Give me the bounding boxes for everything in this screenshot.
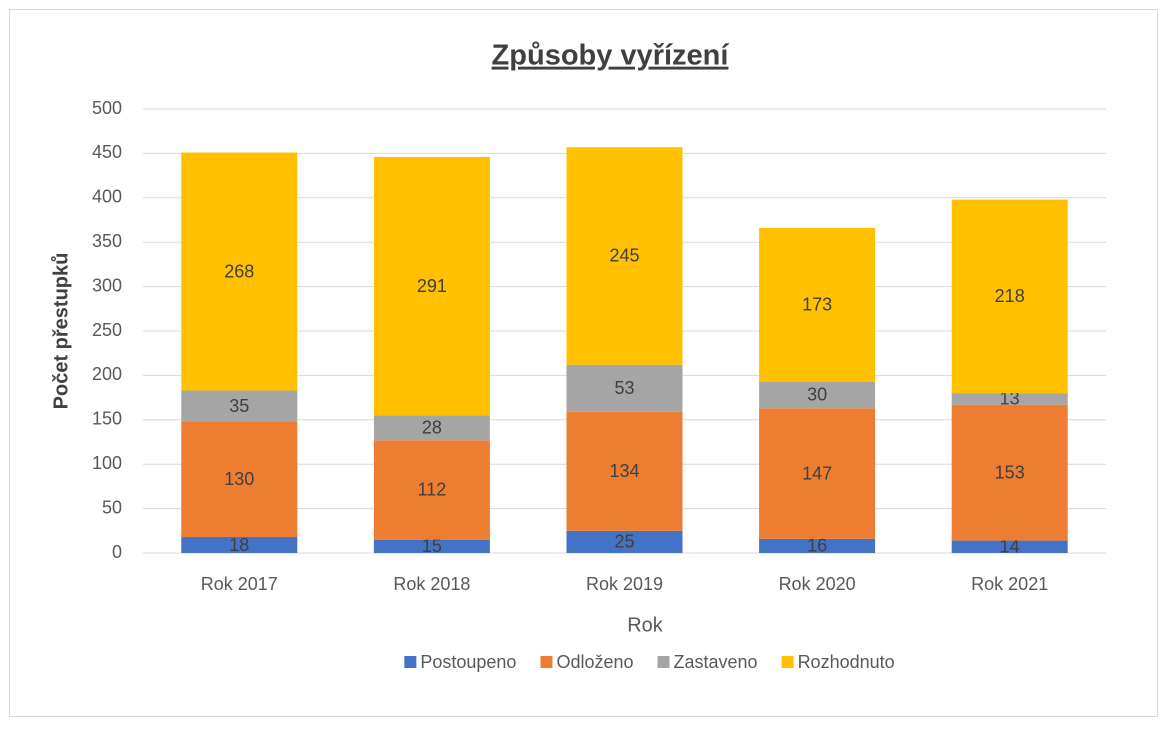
data-label: 53 — [614, 378, 634, 398]
y-axis-label: Počet přestupků — [50, 253, 72, 410]
data-label: 112 — [418, 480, 447, 500]
x-tick-label: Rok 2020 — [779, 574, 856, 594]
data-label: 245 — [609, 246, 639, 266]
legend-swatch — [404, 656, 417, 668]
bar-segment — [951, 404, 1068, 541]
bar-segment — [566, 530, 683, 553]
bar-segment — [759, 381, 876, 409]
y-tick-label: 400 — [92, 187, 122, 207]
data-label: 218 — [995, 286, 1025, 306]
x-tick-label: Rok 2019 — [586, 574, 663, 594]
bar-segment — [566, 147, 683, 365]
x-axis-label: Rok — [627, 614, 664, 636]
y-tick-label: 150 — [92, 409, 122, 429]
y-tick-label: 500 — [92, 98, 122, 118]
legend-label: Zastaveno — [674, 652, 758, 672]
data-label: 268 — [224, 261, 254, 281]
bar-segment — [951, 540, 1068, 553]
bar-segment — [373, 440, 490, 540]
bar-segment — [373, 539, 490, 553]
data-label: 14 — [1000, 537, 1020, 557]
legend-label: Rozhodnuto — [798, 652, 895, 672]
x-tick-label: Rok 2018 — [393, 574, 470, 594]
bar-segment — [181, 537, 298, 553]
data-label: 130 — [224, 469, 254, 489]
data-label: 30 — [807, 385, 827, 405]
bar-segment — [566, 411, 683, 531]
legend-label: Postoupeno — [420, 652, 516, 672]
y-tick-label: 200 — [92, 364, 122, 384]
bar-segment — [373, 415, 490, 441]
data-label: 25 — [614, 532, 634, 552]
legend-swatch — [657, 656, 670, 668]
data-label: 153 — [995, 462, 1025, 482]
bar-segment — [373, 156, 490, 416]
y-tick-label: 100 — [92, 453, 122, 473]
data-label: 28 — [422, 418, 442, 438]
bar-segment — [181, 421, 298, 538]
y-tick-label: 250 — [92, 320, 122, 340]
data-label: 16 — [807, 536, 827, 556]
y-tick-label: 300 — [92, 275, 122, 295]
x-tick-label: Rok 2021 — [971, 574, 1048, 594]
bar-segment — [951, 393, 1068, 405]
data-label: 147 — [802, 463, 832, 483]
data-label: 291 — [417, 276, 447, 296]
data-label: 15 — [422, 536, 442, 556]
data-label: 13 — [1000, 389, 1020, 409]
y-tick-label: 0 — [112, 542, 122, 562]
y-tick-label: 450 — [92, 142, 122, 162]
x-tick-label: Rok 2017 — [201, 574, 278, 594]
legend-swatch — [781, 656, 794, 668]
bar-segment — [759, 227, 876, 382]
bar-segment — [181, 390, 298, 422]
chart-title: Způsoby vyřízení — [492, 40, 730, 72]
data-label: 173 — [802, 295, 832, 315]
bar-segment — [951, 199, 1068, 394]
data-label: 18 — [229, 535, 249, 555]
y-tick-label: 50 — [102, 497, 122, 517]
y-tick-label: 350 — [92, 231, 122, 251]
bar-segment — [759, 538, 876, 553]
legend-label: Odloženo — [556, 652, 633, 672]
bar-segment — [759, 408, 876, 539]
data-label: 134 — [609, 461, 639, 481]
bar-segment — [566, 364, 683, 412]
legend-swatch — [540, 656, 553, 668]
bar-segment — [181, 152, 298, 391]
data-label: 35 — [229, 396, 249, 416]
